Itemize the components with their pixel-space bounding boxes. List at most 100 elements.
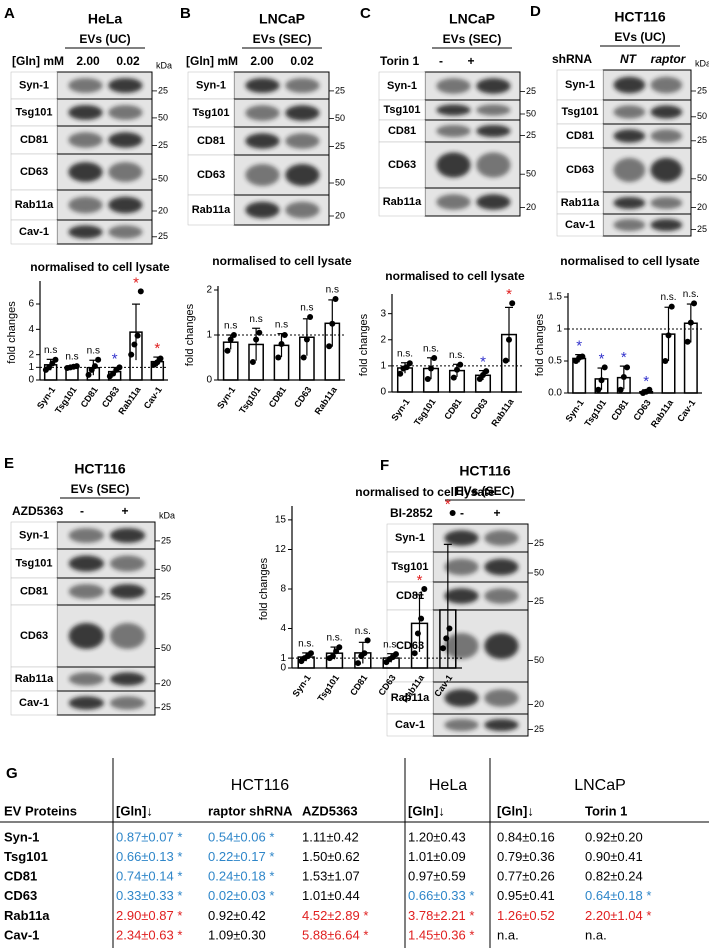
blot-band <box>68 225 103 239</box>
significance-label: * <box>445 496 451 513</box>
significance-label: n.s. <box>423 343 439 354</box>
data-point <box>336 644 343 651</box>
table-cell: 0.84±0.16 <box>497 829 555 844</box>
data-point <box>397 370 404 377</box>
data-point <box>256 329 263 336</box>
table-header: [Gln]↓ <box>497 803 534 818</box>
blot-row-label: Rab11a <box>15 199 54 211</box>
table-cell: 0.77±0.26 <box>497 869 555 884</box>
blot-row-label: Tsg101 <box>15 106 52 118</box>
data-point <box>509 300 516 307</box>
unit-label: kDa <box>695 58 709 68</box>
marker-label: 50 <box>335 113 345 123</box>
y-tick-label: 0 <box>206 375 212 386</box>
blot-row-label: Syn-1 <box>395 532 425 544</box>
y-tick-label: 15 <box>275 515 287 526</box>
blot-band <box>650 105 683 119</box>
label-box <box>386 609 434 683</box>
blot-band <box>476 194 511 210</box>
label-box <box>187 194 235 226</box>
error-bar <box>415 594 424 652</box>
data-point <box>446 625 453 632</box>
marker-label: 25 <box>697 224 707 234</box>
y-axis-label: fold changes <box>258 557 270 620</box>
data-point <box>278 341 285 347</box>
data-point <box>227 336 234 343</box>
y-tick-label: 4 <box>280 623 286 634</box>
blot-row-label: Cav-1 <box>395 719 425 731</box>
x-tick-label: Rab11a <box>116 384 143 416</box>
marker-label: 50 <box>697 111 707 121</box>
data-point <box>421 586 428 592</box>
blot-title: HCT116 <box>459 463 511 479</box>
condition-label: shRNA <box>552 52 592 66</box>
blot-band <box>109 555 146 572</box>
blot-band <box>68 555 105 572</box>
error-bar <box>252 327 261 361</box>
blot-row-label: Syn-1 <box>19 79 49 91</box>
blot-band <box>650 157 683 183</box>
table-cell: 1.01±0.09 <box>408 849 466 864</box>
x-tick-label: Syn-1 <box>215 385 237 411</box>
label-box <box>10 548 58 579</box>
data-point <box>418 615 425 622</box>
blot-band <box>285 164 320 186</box>
blot-band <box>68 696 105 710</box>
x-tick-label: Tsg101 <box>582 398 608 429</box>
y-tick-label: 4 <box>28 324 34 335</box>
y-tick-label: 0 <box>380 387 386 398</box>
blot-band <box>484 633 519 659</box>
data-point <box>617 386 624 393</box>
marker-label: 20 <box>697 202 707 212</box>
marker-label: 25 <box>158 231 168 241</box>
label-box <box>10 98 58 127</box>
chart-title: normalised to cell lysate <box>30 260 170 274</box>
data-point <box>411 650 418 657</box>
significance-label: n.s <box>65 352 78 363</box>
significance-label: n.s <box>87 345 100 356</box>
data-point <box>329 320 336 327</box>
chart-title: normalised to cell lysate <box>212 254 352 268</box>
blot-band <box>444 588 479 604</box>
data-point <box>326 343 333 350</box>
marker-label: 25 <box>335 85 345 95</box>
y-tick-label: 1 <box>28 362 34 373</box>
data-point <box>443 635 450 642</box>
data-point <box>601 364 608 371</box>
panel-letter: C <box>360 5 371 22</box>
data-point <box>361 650 368 657</box>
marker-label: 20 <box>534 699 544 709</box>
table-cell: 0.97±0.59 <box>408 869 466 884</box>
blot-band <box>444 530 479 546</box>
x-tick-label: Syn-1 <box>290 673 312 699</box>
table-cell: 0.82±0.24 <box>585 869 643 884</box>
blot-band <box>476 104 511 116</box>
panel-letter: A <box>4 5 15 22</box>
data-point <box>454 366 460 373</box>
y-tick-label: 6 <box>28 299 34 310</box>
blot-band <box>285 201 320 219</box>
data-point <box>431 355 438 362</box>
blot-band <box>68 196 103 214</box>
data-point <box>691 300 698 307</box>
error-bar <box>505 306 513 362</box>
table-cell: 0.74±0.14 * <box>116 869 182 884</box>
blot-band <box>109 528 146 543</box>
label-box <box>10 604 58 668</box>
blot-row-label: CD81 <box>566 130 594 142</box>
data-point <box>598 377 605 384</box>
unit-label: kDa <box>156 60 172 70</box>
condition-label: Torin 1 <box>380 54 419 68</box>
label-box <box>10 219 58 245</box>
blot-row-label: CD81 <box>20 585 48 597</box>
label-box <box>386 523 434 553</box>
x-tick-label: Rab11a <box>313 384 340 416</box>
x-tick-label: Tsg101 <box>53 385 79 416</box>
blot-row-label: Cav-1 <box>19 697 49 709</box>
blot-band <box>108 105 143 120</box>
condition-label: [Gln] mM <box>12 54 64 68</box>
blot-row-label: CD63 <box>20 630 48 642</box>
table-cell: 0.66±0.33 * <box>408 888 474 903</box>
significance-label: n.s <box>44 345 57 356</box>
table-cell: 2.34±0.63 * <box>116 927 182 942</box>
